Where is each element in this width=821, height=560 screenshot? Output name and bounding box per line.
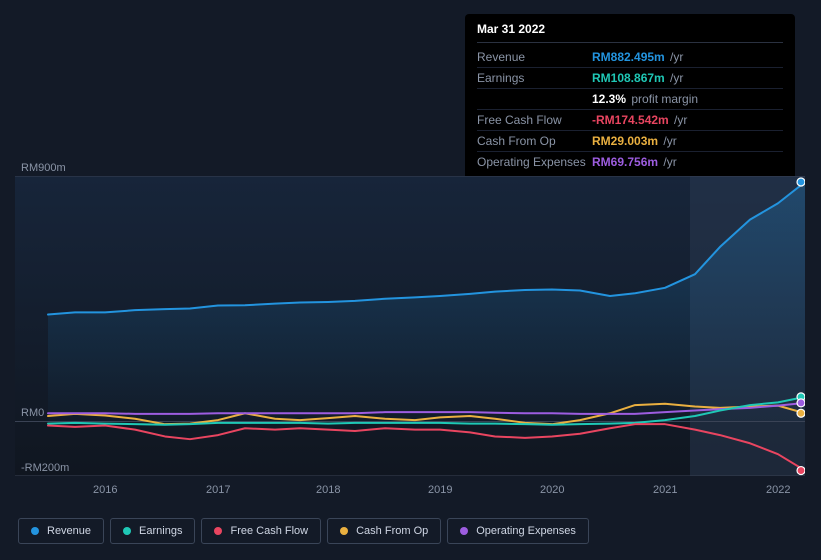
tooltip-row: Cash From OpRM29.003m /yr [477,131,783,152]
x-axis-label: 2020 [540,484,564,496]
x-axis-label: 2021 [653,484,677,496]
y-axis-label: RM0 [21,407,44,419]
tooltip-row: Operating ExpensesRM69.756m /yr [477,152,783,172]
x-axis-label: 2016 [93,484,117,496]
tooltip-date: Mar 31 2022 [477,22,783,43]
tooltip-row-value: -RM174.542m /yr [592,113,687,127]
x-axis-label: 2019 [428,484,452,496]
legend-toggle-fcf[interactable]: Free Cash Flow [201,518,321,544]
financial-chart: RM900mRM0-RM200m 20162017201820192020202… [15,176,805,476]
legend-toggle-cfo[interactable]: Cash From Op [327,518,441,544]
tooltip-row-label [477,92,592,106]
tooltip-row-label: Free Cash Flow [477,113,592,127]
tooltip-row-value: RM108.867m /yr [592,71,683,85]
legend-dot-icon [31,527,39,535]
legend-label: Cash From Op [356,525,428,537]
y-axis-label: -RM200m [21,462,69,474]
tooltip-row-value: 12.3% profit margin [592,92,698,106]
legend-toggle-revenue[interactable]: Revenue [18,518,104,544]
legend-label: Operating Expenses [476,525,576,537]
legend-dot-icon [123,527,131,535]
chart-svg [15,176,805,476]
legend-label: Revenue [47,525,91,537]
legend-dot-icon [340,527,348,535]
tooltip-row-label: Earnings [477,71,592,85]
x-axis-label: 2017 [206,484,230,496]
tooltip-row-value: RM69.756m /yr [592,155,677,169]
legend-toggle-opex[interactable]: Operating Expenses [447,518,589,544]
y-axis-label: RM900m [21,162,66,174]
tooltip-row-label: Revenue [477,50,592,64]
legend-label: Earnings [139,525,182,537]
legend-toggle-earnings[interactable]: Earnings [110,518,195,544]
tooltip-row: EarningsRM108.867m /yr [477,68,783,89]
tooltip-row-value: RM882.495m /yr [592,50,683,64]
tooltip-row: RevenueRM882.495m /yr [477,47,783,68]
tooltip-row-label: Operating Expenses [477,155,592,169]
tooltip-row: 12.3% profit margin [477,89,783,110]
legend-label: Free Cash Flow [230,525,308,537]
chart-legend: Revenue Earnings Free Cash Flow Cash From O… [18,518,589,544]
x-axis-label: 2022 [766,484,790,496]
x-axis-label: 2018 [316,484,340,496]
tooltip-row-value: RM29.003m /yr [592,134,677,148]
legend-dot-icon [214,527,222,535]
hover-tooltip: Mar 31 2022 RevenueRM882.495m /yrEarning… [465,14,795,180]
tooltip-row: Free Cash Flow-RM174.542m /yr [477,110,783,131]
tooltip-row-label: Cash From Op [477,134,592,148]
legend-dot-icon [460,527,468,535]
